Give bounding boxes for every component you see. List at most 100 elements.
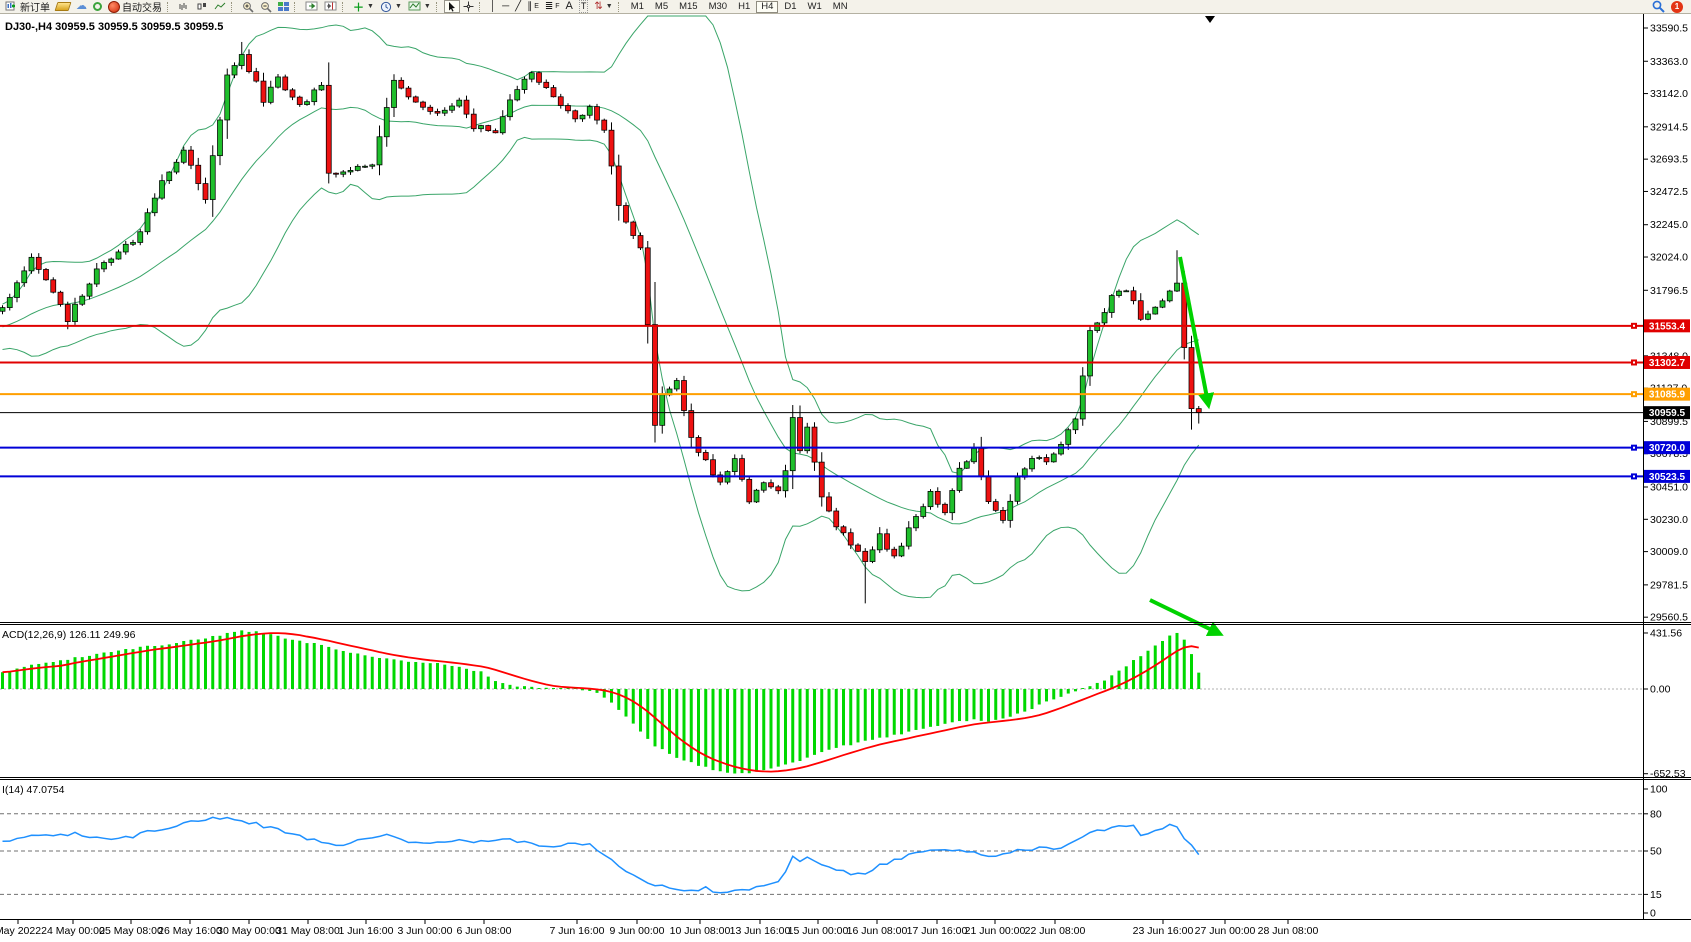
candle-body <box>122 243 129 253</box>
candle-body <box>1007 500 1014 521</box>
candle-body <box>209 155 216 200</box>
candle-body <box>72 303 78 322</box>
price-tick-label: 30451.0 <box>1650 481 1688 493</box>
timeframe-button-W1[interactable]: W1 <box>807 0 822 12</box>
line-chart-mode-button[interactable] <box>211 0 229 13</box>
candle-body <box>789 417 796 472</box>
auto-scroll-button[interactable] <box>302 0 321 13</box>
price-down-arrow[interactable] <box>1178 256 1215 410</box>
timeframe-button-H4[interactable]: H4 <box>756 0 779 13</box>
candle-body <box>420 101 426 108</box>
auto-scroll-icon <box>305 1 318 11</box>
candle-body <box>369 164 376 167</box>
dropdown-caret-icon: ▼ <box>605 3 613 10</box>
bar-chart-mode-button[interactable] <box>175 0 193 13</box>
tile-windows-button[interactable] <box>275 0 292 13</box>
indicators-button[interactable]: ＋ ▼ <box>350 0 377 14</box>
notification-badge[interactable]: 1 <box>1671 0 1683 13</box>
candle-body <box>956 467 963 491</box>
autotrading-button[interactable]: 自动交易 <box>105 0 165 14</box>
candle-body <box>57 291 64 305</box>
bollinger-upper-band <box>2 15 1200 475</box>
channel-tool-button[interactable]: ∥ E <box>524 0 542 13</box>
candle-body <box>1043 457 1050 463</box>
text-tool-button[interactable]: A <box>563 0 576 13</box>
candle-body <box>1188 347 1195 409</box>
time-tick-label: 10 Jun 08:00 <box>670 925 731 937</box>
label-tool-button[interactable]: T <box>576 0 592 13</box>
level-handle-dot <box>1633 324 1635 327</box>
horizontal-line-icon: ─ <box>502 1 510 12</box>
cursor-icon <box>448 2 455 12</box>
signals-button[interactable] <box>90 0 105 13</box>
trendline-tool-button[interactable]: ╱ <box>512 0 524 13</box>
cursor-tool-button[interactable] <box>443 0 460 13</box>
community-button[interactable]: ☁ <box>73 0 90 13</box>
candle-body <box>927 491 934 508</box>
candle-body <box>28 256 35 272</box>
arrows-tool-button[interactable]: ⇅ ▼ <box>591 0 615 13</box>
last-bar-marker-icon <box>1205 16 1215 23</box>
timeframe-button-D1[interactable]: D1 <box>784 0 797 12</box>
time-tick-label: 27 Jun 00:00 <box>1195 925 1256 937</box>
chart-shift-button[interactable] <box>321 0 340 13</box>
fibonacci-tool-button[interactable]: ≣ F <box>542 0 563 13</box>
vertical-line-icon: │ <box>489 1 497 12</box>
zoom-out-button[interactable] <box>257 0 275 13</box>
candle-body <box>195 164 202 184</box>
timeframe-group: M1 M5 M15 M30 H1 H4 D1 W1 MN <box>626 0 853 13</box>
label-tool-label: T <box>578 0 589 13</box>
candle-body <box>173 161 180 173</box>
vertical-line-tool-button[interactable]: │ <box>487 0 499 13</box>
candle-body <box>869 549 876 562</box>
signal-icon <box>93 2 102 11</box>
candle-body <box>760 482 767 491</box>
timeframe-button-MN[interactable]: MN <box>832 0 848 12</box>
timeframe-button-M30[interactable]: M30 <box>708 0 728 12</box>
rsi-tick-label: 50 <box>1650 846 1662 858</box>
candle-body <box>818 461 825 498</box>
candle-body <box>942 503 948 514</box>
channel-icon: ∥ <box>527 1 533 12</box>
time-tick-label: 3 Jun 00:00 <box>398 925 453 937</box>
candle-body <box>115 251 122 260</box>
timeframe-button-H1[interactable]: H1 <box>738 0 751 12</box>
level-handle-dot <box>1633 361 1635 364</box>
timeframe-button-M5[interactable]: M5 <box>654 0 669 12</box>
candle-body <box>1137 300 1144 320</box>
search-icon[interactable] <box>1652 0 1665 13</box>
toolbar-grip <box>435 1 440 12</box>
candle-body <box>601 119 608 131</box>
horizontal-line-tool-button[interactable]: ─ <box>499 0 512 13</box>
crosshair-tool-button[interactable] <box>460 0 477 13</box>
candle-body <box>1036 457 1043 459</box>
candle-body <box>623 205 629 223</box>
candle-body <box>231 65 238 76</box>
price-badge <box>1644 355 1690 369</box>
periods-button[interactable]: ▼ <box>377 0 405 13</box>
candle-body <box>43 269 49 281</box>
candle-body <box>412 96 419 103</box>
candle-chart-mode-button[interactable] <box>193 0 211 13</box>
candle-body <box>804 426 811 452</box>
candle-body <box>710 459 716 476</box>
timeframe-button-M1[interactable]: M1 <box>630 0 644 12</box>
price-badge <box>1644 406 1690 420</box>
gold-bar-icon <box>54 2 72 11</box>
new-order-button[interactable]: 新订单 <box>2 0 53 14</box>
candle-body <box>325 84 332 174</box>
templates-button[interactable]: ▼ <box>405 0 434 13</box>
deposit-button[interactable] <box>53 0 73 13</box>
candle-body <box>1116 290 1122 296</box>
timeframe-button-M15[interactable]: M15 <box>679 0 698 12</box>
price-tick-label: 32914.5 <box>1650 121 1688 133</box>
macd-down-arrow[interactable] <box>1149 598 1224 637</box>
zoom-in-button[interactable] <box>239 0 257 13</box>
candle-body <box>1166 290 1173 302</box>
dropdown-caret-icon: ▼ <box>394 3 402 10</box>
candle-body <box>6 297 13 308</box>
candle-body <box>1174 282 1180 292</box>
level-handle-dot <box>1633 446 1635 449</box>
candle-body <box>101 262 107 270</box>
